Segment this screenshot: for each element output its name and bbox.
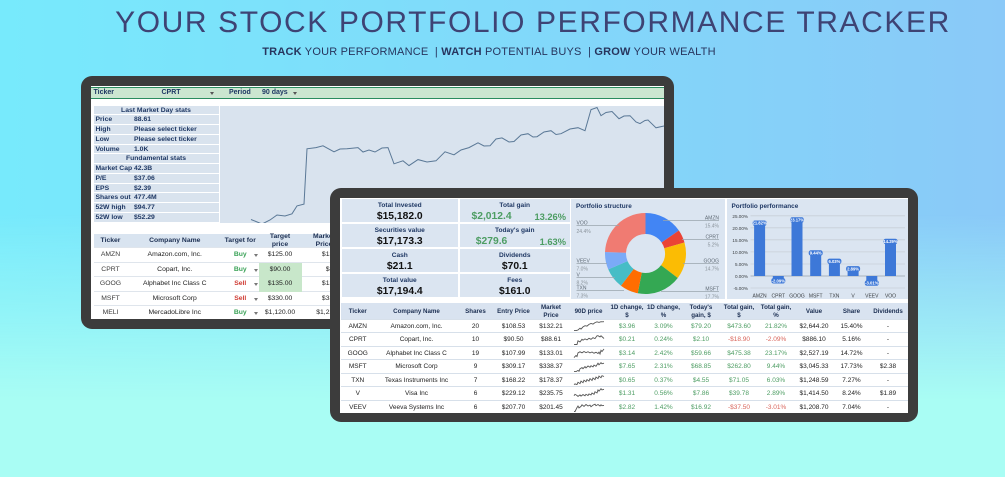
- svg-text:21.82%: 21.82%: [752, 220, 766, 225]
- svg-text:TXN: TXN: [577, 285, 587, 291]
- svg-text:V: V: [851, 293, 855, 299]
- svg-text:7.3%: 7.3%: [577, 293, 589, 299]
- svg-text:AMZN: AMZN: [752, 293, 767, 299]
- svg-text:5.00%: 5.00%: [734, 262, 747, 267]
- svg-text:23.17%: 23.17%: [789, 217, 803, 222]
- svg-text:0.00%: 0.00%: [734, 274, 747, 279]
- svg-text:V: V: [577, 272, 581, 278]
- svg-text:VEEV: VEEV: [577, 258, 591, 264]
- svg-text:TXN: TXN: [829, 293, 839, 299]
- svg-text:10.00%: 10.00%: [732, 250, 748, 255]
- svg-text:CPRT: CPRT: [771, 293, 785, 299]
- svg-text:MSFT: MSFT: [705, 286, 719, 292]
- svg-text:-5.00%: -5.00%: [733, 286, 748, 291]
- svg-text:AMZN: AMZN: [705, 215, 720, 221]
- svg-text:2.89%: 2.89%: [847, 266, 859, 271]
- svg-text:5.2%: 5.2%: [708, 242, 720, 248]
- svg-text:VOO: VOO: [577, 220, 588, 226]
- svg-text:-2.09%: -2.09%: [771, 278, 785, 283]
- svg-text:VOO: VOO: [884, 293, 895, 299]
- svg-text:25.00%: 25.00%: [732, 213, 748, 218]
- svg-text:24.4%: 24.4%: [577, 229, 592, 235]
- svg-text:CPRT: CPRT: [705, 234, 719, 240]
- svg-text:-3.01%: -3.01%: [865, 280, 879, 285]
- svg-text:17.7%: 17.7%: [705, 294, 720, 300]
- svg-text:MSFT: MSFT: [808, 293, 822, 299]
- svg-text:7.0%: 7.0%: [577, 266, 589, 272]
- svg-text:8.2%: 8.2%: [577, 280, 589, 286]
- svg-text:VEEV: VEEV: [865, 293, 879, 299]
- svg-text:15.4%: 15.4%: [705, 223, 720, 229]
- svg-text:6.03%: 6.03%: [828, 258, 840, 263]
- svg-text:9.44%: 9.44%: [809, 250, 821, 255]
- svg-text:14.7%: 14.7%: [705, 266, 720, 272]
- svg-text:14.29%: 14.29%: [883, 238, 897, 243]
- svg-text:20.00%: 20.00%: [732, 226, 748, 231]
- svg-text:GOOG: GOOG: [703, 258, 719, 264]
- svg-text:15.00%: 15.00%: [732, 238, 748, 243]
- svg-text:GOOG: GOOG: [789, 293, 805, 299]
